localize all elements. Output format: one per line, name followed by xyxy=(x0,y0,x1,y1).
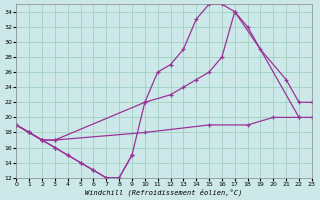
X-axis label: Windchill (Refroidissement éolien,°C): Windchill (Refroidissement éolien,°C) xyxy=(85,188,243,196)
